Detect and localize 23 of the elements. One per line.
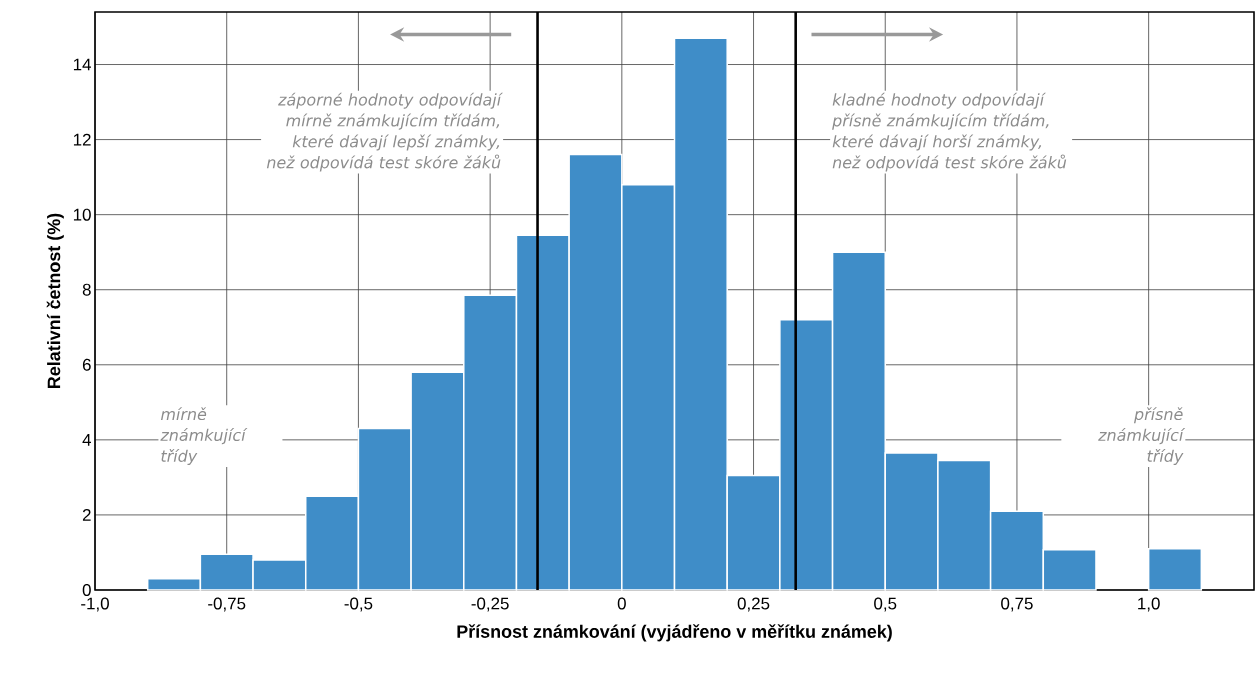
x-tick-label: 0,75 (1001, 597, 1033, 612)
x-tick-label: 0,25 (737, 597, 770, 612)
y-tick-label: 0 (82, 583, 91, 596)
x-tick-label: 1,0 (1138, 597, 1160, 612)
y-tick-label: 2 (82, 509, 91, 521)
x-tick-label: 0 (617, 597, 626, 610)
x-axis-title: Přísnost známkování (vyjádřeno v měřítku známek) (457, 624, 892, 642)
x-tick-label: -0,5 (344, 597, 373, 612)
x-tick-label: -1,0 (81, 597, 109, 612)
y-tick-label: 4 (82, 434, 91, 446)
annotation: záporné hodnoty odpovídají mírně známkujícím třídám, které dávají lepší známky, než odpovídá test skóre žáků (266, 92, 504, 172)
y-tick-label: 14 (73, 58, 91, 71)
x-tick-label: 0,5 (874, 597, 897, 612)
y-tick-label: 6 (82, 358, 91, 371)
annotation: přísně známkující třídy (1098, 407, 1186, 466)
x-tick-label: -0,75 (208, 597, 246, 612)
annotation: kladné hodnoty odpovídají přísně známkujícím třídám, které dávají horší známky, než odpovídá test skóre žáků (832, 92, 1067, 172)
y-tick-label: 10 (73, 208, 91, 221)
x-tick-label: -0,25 (471, 597, 509, 612)
y-tick-label: 12 (73, 133, 91, 146)
y-tick-label: 8 (82, 283, 91, 296)
y-axis-title: Relativní četnost (%) (46, 213, 64, 388)
annotation: mírně známkující třídy (160, 407, 248, 466)
